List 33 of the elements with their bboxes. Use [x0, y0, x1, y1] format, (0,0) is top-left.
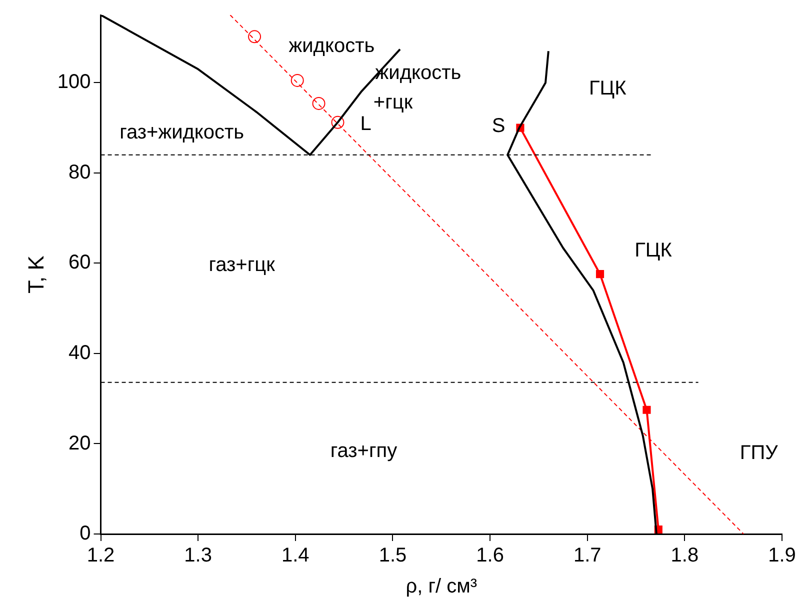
annotation: газ+жидкость [120, 121, 244, 144]
y-tick-label: 80 [68, 161, 91, 184]
annotation: жидкость [288, 35, 375, 58]
annotation: газ+гцк [208, 254, 276, 276]
point [331, 116, 344, 129]
x-tick-label: 1.3 [184, 544, 212, 567]
y-tick-label: 40 [68, 342, 91, 364]
annotation: ГЦК [634, 240, 672, 262]
y-tick-label: 100 [57, 71, 91, 94]
y-tick-label: 0 [80, 522, 91, 545]
x-tick-label: 1.9 [768, 544, 796, 567]
x-tick-label: 1.2 [86, 544, 115, 567]
annotation: жидкость [375, 62, 462, 84]
y-axis-title: T, K [23, 255, 48, 294]
y-tick-label: 60 [68, 252, 91, 274]
annotation: ГПУ [740, 442, 778, 464]
x-tick-label: 1.4 [282, 544, 310, 567]
x-tick-label: 1.8 [670, 544, 699, 567]
x-tick-label: 1.5 [378, 544, 407, 567]
point [596, 270, 604, 278]
x-tick-label: 1.6 [476, 544, 504, 567]
x-axis-title: ρ, г/ см³ [406, 576, 478, 598]
annotation: S [492, 115, 506, 138]
point [290, 74, 304, 87]
x-tick-label: 1.7 [573, 544, 602, 567]
annotation: газ+гпу [330, 440, 398, 462]
point [642, 406, 651, 414]
annotation: L [360, 113, 372, 136]
y-tick-label: 20 [68, 432, 91, 454]
annotation: +гцк [373, 92, 413, 114]
point [312, 96, 326, 110]
annotation: ГЦК [588, 78, 627, 100]
point [248, 30, 262, 44]
